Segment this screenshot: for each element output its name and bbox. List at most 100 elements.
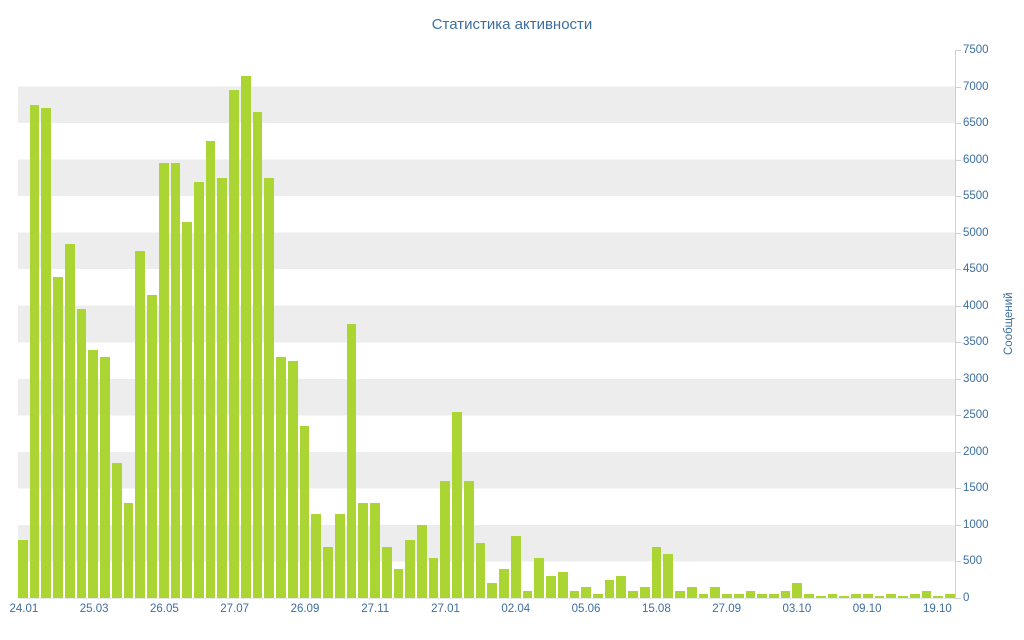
y-axis-tick	[956, 488, 961, 490]
bar	[604, 579, 615, 598]
bar	[18, 539, 28, 598]
y-axis-tick	[956, 378, 961, 380]
bar	[827, 594, 838, 598]
x-tick-label: 27.07	[220, 603, 250, 615]
y-axis-tick	[956, 305, 961, 307]
y-tick-label: 2500	[963, 409, 989, 422]
bar	[616, 576, 627, 598]
bar	[147, 294, 157, 598]
bar	[334, 513, 345, 598]
bar	[686, 587, 697, 598]
bar	[569, 590, 580, 598]
y-axis-tick	[956, 196, 961, 198]
y-axis-tick	[956, 524, 961, 526]
bar	[452, 411, 462, 598]
bar	[851, 594, 861, 598]
y-axis-tick	[956, 269, 961, 271]
bar	[463, 481, 474, 598]
y-axis-tick	[956, 561, 961, 563]
bar	[240, 75, 251, 598]
bar	[64, 243, 75, 598]
bar	[639, 587, 650, 598]
bar	[745, 590, 756, 598]
bar	[722, 594, 732, 598]
x-tick-label: 27.09	[712, 603, 741, 615]
bar	[123, 503, 134, 598]
bar	[393, 568, 404, 598]
y-axis-line	[955, 50, 956, 599]
y-axis-title: Сообщений	[1003, 292, 1015, 356]
y-axis-tick	[956, 50, 961, 51]
bar	[170, 163, 181, 598]
y-axis-tick	[956, 342, 961, 344]
bar	[510, 535, 521, 598]
y-tick-label: 1000	[963, 518, 989, 531]
y-tick-label: 4000	[963, 299, 989, 312]
y-axis-tick	[956, 415, 961, 417]
bar	[217, 177, 228, 598]
bar	[804, 594, 814, 598]
bar	[815, 595, 826, 598]
bar	[909, 594, 920, 598]
bar	[264, 177, 275, 598]
plot-area	[18, 50, 955, 598]
bar	[546, 576, 556, 598]
y-tick-label: 4500	[963, 263, 989, 276]
y-tick-label: 5500	[963, 190, 989, 203]
bar	[534, 557, 545, 598]
bar	[475, 543, 486, 598]
bar	[53, 276, 63, 598]
bar	[792, 583, 803, 598]
y-tick-label: 7000	[963, 80, 989, 93]
bar	[299, 426, 310, 598]
y-tick-label: 500	[963, 555, 983, 568]
bar	[557, 572, 568, 598]
bar	[886, 594, 897, 598]
bar	[780, 590, 791, 598]
bar	[487, 583, 498, 598]
x-tick-label: 26.05	[150, 603, 179, 615]
y-axis-tick	[956, 451, 961, 453]
x-tick-label: 02.04	[501, 603, 531, 615]
x-tick-label: 09.10	[852, 603, 882, 615]
bar	[839, 595, 850, 598]
x-tick-label: 27.11	[361, 603, 390, 615]
bar	[874, 595, 885, 598]
bar	[933, 595, 944, 598]
bar	[158, 163, 169, 598]
x-tick-label: 27.01	[431, 603, 460, 615]
x-tick-label: 24.01	[9, 603, 39, 615]
y-axis-tick	[956, 598, 961, 599]
bar	[898, 595, 908, 598]
y-axis-tick	[956, 86, 961, 88]
bar	[205, 141, 216, 598]
bar	[862, 594, 873, 598]
bar	[41, 108, 52, 598]
bar	[346, 324, 357, 598]
y-tick-label: 6000	[963, 153, 989, 166]
bar	[358, 503, 369, 598]
y-tick-label: 6500	[963, 117, 989, 130]
bar	[287, 360, 298, 598]
bar	[370, 503, 380, 598]
bar	[921, 590, 932, 598]
y-axis-tick	[956, 123, 961, 125]
bar	[522, 590, 533, 598]
x-tick-label: 05.06	[571, 603, 601, 615]
bar	[135, 250, 146, 598]
y-axis-ticks	[956, 50, 961, 599]
bar	[499, 568, 509, 598]
bar	[581, 587, 591, 598]
y-axis-labels: 0 500 1000 1500 2000 2500 3000 3500 4000 4500 5000…	[963, 44, 999, 604]
y-tick-label: 1500	[963, 482, 989, 495]
bar	[698, 594, 709, 598]
bar	[323, 546, 333, 598]
bar	[628, 590, 638, 598]
bar	[428, 557, 439, 598]
bar	[405, 539, 415, 598]
bar	[663, 554, 674, 598]
x-tick-label: 26.09	[290, 603, 320, 615]
bar	[194, 181, 204, 598]
bar	[757, 594, 767, 598]
bar	[440, 481, 451, 598]
